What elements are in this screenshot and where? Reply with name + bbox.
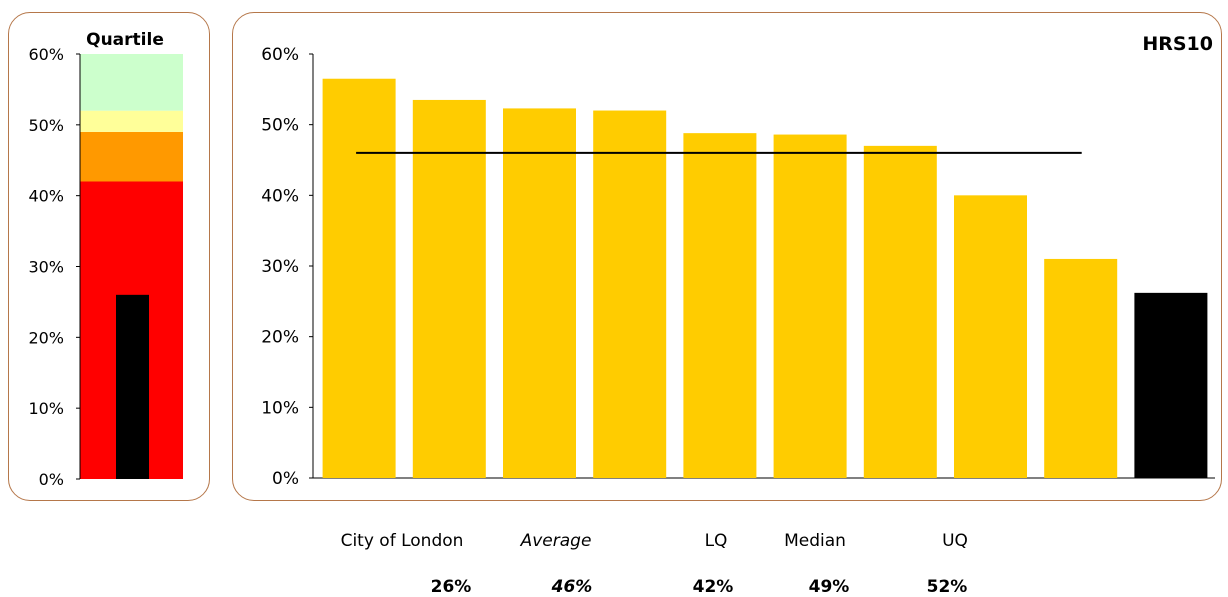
main-tick-label: 50% bbox=[261, 116, 299, 136]
main-bar bbox=[593, 110, 667, 479]
summary-label-city: City of London bbox=[340, 531, 464, 551]
quartile-tick-label: 10% bbox=[28, 399, 64, 418]
quartile-band-1 bbox=[80, 131, 183, 182]
summary-value-average: 46% bbox=[551, 577, 593, 597]
summary-value-median: 49% bbox=[808, 577, 850, 597]
quartile-bar bbox=[116, 294, 149, 479]
main-bar bbox=[954, 195, 1027, 479]
quartile-title: Quartile bbox=[86, 30, 164, 50]
quartile-band-2 bbox=[80, 110, 183, 132]
quartile-tick-label: 20% bbox=[28, 328, 64, 347]
main-tick-label: 10% bbox=[261, 398, 299, 418]
main-bar bbox=[503, 108, 576, 478]
main-bar-highlight bbox=[1134, 292, 1208, 478]
main-bar bbox=[412, 99, 486, 478]
main-bar bbox=[1044, 258, 1118, 478]
main-tick-label: 20% bbox=[261, 328, 299, 348]
summary-label-median: Median bbox=[784, 531, 846, 551]
main-tick-label: 30% bbox=[261, 257, 299, 277]
summary-label-lq: LQ bbox=[704, 531, 728, 551]
main-tick-label: 0% bbox=[272, 469, 299, 489]
main-tick-label: 60% bbox=[261, 45, 299, 65]
quartile-tick-label: 40% bbox=[28, 187, 64, 206]
quartile-band-3 bbox=[80, 54, 183, 111]
main-bar bbox=[773, 134, 847, 478]
main-title: HRS10 bbox=[1142, 33, 1213, 55]
quartile-tick-label: 0% bbox=[39, 470, 64, 489]
main-tick-label: 40% bbox=[261, 186, 299, 206]
quartile-tick-label: 60% bbox=[28, 45, 64, 64]
summary-value-lq: 42% bbox=[692, 577, 734, 597]
summary-label-average: Average bbox=[520, 531, 592, 551]
quartile-tick-label: 50% bbox=[28, 116, 64, 135]
quartile-tick-label: 30% bbox=[28, 258, 64, 277]
main-bar bbox=[322, 78, 396, 478]
main-bar bbox=[683, 133, 757, 478]
summary-value-city: 26% bbox=[430, 577, 472, 597]
main-bar bbox=[863, 145, 937, 478]
summary-value-uq: 52% bbox=[926, 577, 968, 597]
summary-label-uq: UQ bbox=[942, 531, 968, 551]
